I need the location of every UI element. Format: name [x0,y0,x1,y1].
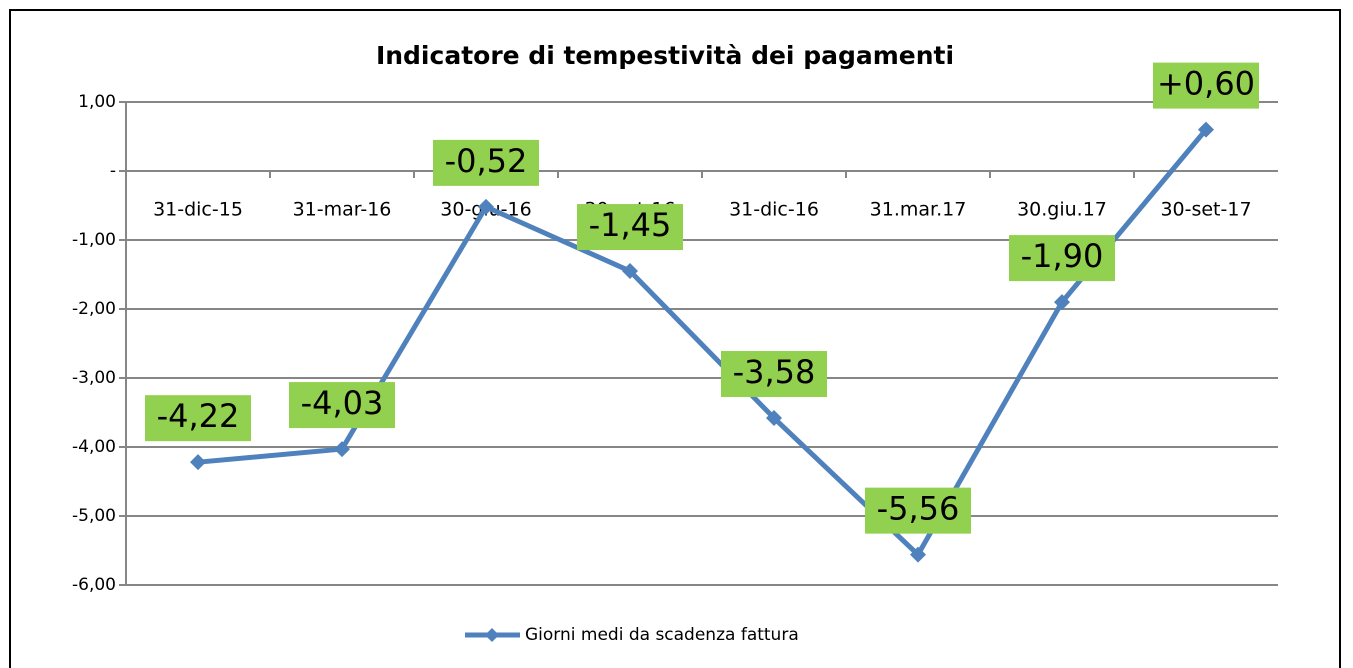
value-label: -1,90 [1021,237,1104,275]
x-tick-label: 31-dic-15 [153,199,243,221]
y-tick-label: -5,00 [72,506,116,526]
x-tick-label: 31-mar-16 [293,199,392,221]
point-marker [622,263,638,280]
y-tick-label: -4,00 [72,437,116,457]
y-tick-label: -6,00 [72,575,116,595]
value-label: -4,03 [301,384,384,422]
value-label-box [433,139,539,186]
legend-label: Giorni medi da scadenza fattura [525,625,799,645]
x-tick-label: 31-dic-16 [729,199,819,221]
x-tick-label: 30-set-17 [1160,199,1251,221]
point-marker [766,410,782,427]
y-tick-label: -3,00 [72,368,116,388]
value-label-box [577,204,683,251]
point-marker [910,546,926,563]
value-label-box [721,351,827,398]
value-label-box [289,382,395,429]
chart-title: Indicatore di tempestività dei pagamenti [376,41,954,70]
value-label: +0,60 [1157,65,1255,103]
value-label: -5,56 [877,490,960,528]
value-label-box [1009,235,1115,282]
point-marker [1198,121,1214,138]
point-marker [334,441,350,458]
x-tick-label: 30.giu.17 [1017,199,1107,221]
value-label: -4,22 [157,397,240,435]
x-tick-label: 31.mar.17 [870,199,967,221]
point-marker [478,198,494,215]
value-label-box [145,395,251,442]
legend-marker [485,628,499,642]
y-tick-label: -2,00 [72,299,116,319]
value-label: -0,52 [445,142,528,180]
point-marker [190,454,206,471]
value-label-box [1153,62,1259,109]
value-label: -1,45 [589,206,672,244]
y-tick-label: -1,00 [72,230,116,250]
point-marker [1054,294,1070,311]
value-label-box [865,487,971,534]
y-tick-label: - [110,161,116,181]
y-tick-label: 1,00 [78,92,116,112]
value-label: -3,58 [733,353,816,391]
chart-border [9,9,1341,668]
